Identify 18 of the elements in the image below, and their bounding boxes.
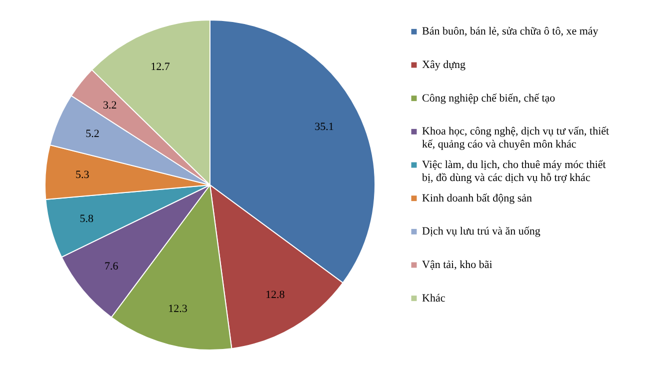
legend-label: Bán buôn, bán lẻ, sửa chữa ô tô, xe máy bbox=[422, 26, 599, 38]
data-label: 12.3 bbox=[168, 302, 188, 315]
legend-label: Vận tải, kho bãi bbox=[422, 259, 492, 271]
legend-label: Xây dựng bbox=[422, 59, 466, 71]
data-label: 35.1 bbox=[314, 121, 334, 134]
legend-label: Việc làm, du lịch, cho thuê máy móc thiết bị, đồ dùng và các dịch vụ hỗ trợ khác bbox=[422, 159, 606, 184]
legend-label: Công nghiệp chế biến, chế tạo bbox=[422, 92, 556, 104]
data-label: 12.7 bbox=[150, 61, 170, 74]
legend-label: Kinh doanh bất động sản bbox=[422, 192, 532, 204]
data-label: 5.8 bbox=[80, 213, 94, 226]
legend-label: Dịch vụ lưu trú và ăn uống bbox=[422, 226, 541, 238]
data-label: 3.2 bbox=[102, 99, 117, 112]
data-label: 12.8 bbox=[266, 289, 286, 302]
data-label: 5.3 bbox=[76, 168, 90, 181]
data-label: 7.6 bbox=[104, 260, 119, 273]
data-label: 5.2 bbox=[86, 128, 100, 140]
legend-label: Khoa học, công nghệ, dịch vụ tư vấn, thiết kế, quảng cáo và chuyên môn khác bbox=[422, 126, 610, 151]
legend-label: Khác bbox=[422, 292, 446, 304]
